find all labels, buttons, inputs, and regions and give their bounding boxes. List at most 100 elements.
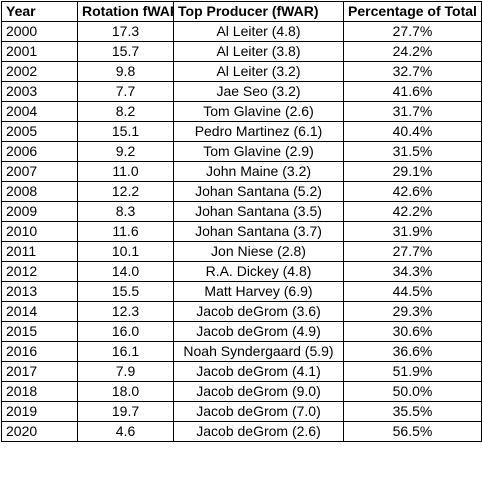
table-row: 2007 11.0 John Maine (3.2) 29.1% xyxy=(1,161,482,182)
year-cell: 2013 xyxy=(1,281,78,302)
percentage-cell: 27.7% xyxy=(343,241,482,262)
rotation-fwar-cell: 17.3 xyxy=(77,21,174,42)
year-cell: 2006 xyxy=(1,141,78,162)
top-producer-cell: Jacob deGrom (2.6) xyxy=(173,421,344,442)
percentage-cell: 31.5% xyxy=(343,141,482,162)
table-row: 2017 7.9 Jacob deGrom (4.1) 51.9% xyxy=(1,361,482,382)
table-row: 2010 11.6 Johan Santana (3.7) 31.9% xyxy=(1,221,482,242)
percentage-cell: 29.3% xyxy=(343,301,482,322)
percentage-cell: 34.3% xyxy=(343,261,482,282)
table-row: 2005 15.1 Pedro Martinez (6.1) 40.4% xyxy=(1,121,482,142)
year-cell: 2014 xyxy=(1,301,78,322)
table-row: 2020 4.6 Jacob deGrom (2.6) 56.5% xyxy=(1,421,482,442)
year-cell: 2009 xyxy=(1,201,78,222)
year-cell: 2017 xyxy=(1,361,78,382)
table-row: 2012 14.0 R.A. Dickey (4.8) 34.3% xyxy=(1,261,482,282)
top-producer-cell: Tom Glavine (2.9) xyxy=(173,141,344,162)
table-row: 2006 9.2 Tom Glavine (2.9) 31.5% xyxy=(1,141,482,162)
table-row: 2014 12.3 Jacob deGrom (3.6) 29.3% xyxy=(1,301,482,322)
rotation-fwar-cell: 15.1 xyxy=(77,121,174,142)
percentage-cell: 31.7% xyxy=(343,101,482,122)
top-producer-cell: R.A. Dickey (4.8) xyxy=(173,261,344,282)
rotation-fwar-cell: 4.6 xyxy=(77,421,174,442)
header-top-producer: Top Producer (fWAR) xyxy=(173,1,344,22)
percentage-cell: 56.5% xyxy=(343,421,482,442)
top-producer-cell: Pedro Martinez (6.1) xyxy=(173,121,344,142)
table-row: 2011 10.1 Jon Niese (2.8) 27.7% xyxy=(1,241,482,262)
year-cell: 2002 xyxy=(1,61,78,82)
year-cell: 2007 xyxy=(1,161,78,182)
percentage-cell: 51.9% xyxy=(343,361,482,382)
rotation-fwar-cell: 16.0 xyxy=(77,321,174,342)
top-producer-cell: Tom Glavine (2.6) xyxy=(173,101,344,122)
percentage-cell: 44.5% xyxy=(343,281,482,302)
rotation-fwar-cell: 16.1 xyxy=(77,341,174,362)
percentage-cell: 41.6% xyxy=(343,81,482,102)
top-producer-cell: Noah Syndergaard (5.9) xyxy=(173,341,344,362)
header-percentage-of-total: Percentage of Total xyxy=(343,1,482,22)
top-producer-cell: Johan Santana (5.2) xyxy=(173,181,344,202)
header-year: Year xyxy=(1,1,78,22)
header-row: Year Rotation fWAR Top Producer (fWAR) P… xyxy=(1,1,482,22)
table-row: 2015 16.0 Jacob deGrom (4.9) 30.6% xyxy=(1,321,482,342)
percentage-cell: 32.7% xyxy=(343,61,482,82)
top-producer-cell: Jacob deGrom (4.9) xyxy=(173,321,344,342)
year-cell: 2010 xyxy=(1,221,78,242)
table-body: 2000 17.3 Al Leiter (4.8) 27.7% 2001 15.7 Al L… xyxy=(1,21,482,442)
rotation-fwar-cell: 7.9 xyxy=(77,361,174,382)
table-row: 2019 19.7 Jacob deGrom (7.0) 35.5% xyxy=(1,401,482,422)
year-cell: 2011 xyxy=(1,241,78,262)
top-producer-cell: Johan Santana (3.7) xyxy=(173,221,344,242)
percentage-cell: 35.5% xyxy=(343,401,482,422)
rotation-fwar-cell: 11.6 xyxy=(77,221,174,242)
year-cell: 2005 xyxy=(1,121,78,142)
rotation-fwar-cell: 11.0 xyxy=(77,161,174,182)
table-row: 2013 15.5 Matt Harvey (6.9) 44.5% xyxy=(1,281,482,302)
percentage-cell: 24.2% xyxy=(343,41,482,62)
year-cell: 2000 xyxy=(1,21,78,42)
rotation-fwar-cell: 7.7 xyxy=(77,81,174,102)
year-cell: 2018 xyxy=(1,381,78,402)
year-cell: 2003 xyxy=(1,81,78,102)
rotation-fwar-cell: 18.0 xyxy=(77,381,174,402)
year-cell: 2004 xyxy=(1,101,78,122)
rotation-fwar-table: Year Rotation fWAR Top Producer (fWAR) P… xyxy=(1,1,482,442)
percentage-cell: 50.0% xyxy=(343,381,482,402)
rotation-fwar-cell: 12.3 xyxy=(77,301,174,322)
year-cell: 2020 xyxy=(1,421,78,442)
top-producer-cell: Al Leiter (4.8) xyxy=(173,21,344,42)
table-row: 2016 16.1 Noah Syndergaard (5.9) 36.6% xyxy=(1,341,482,362)
top-producer-cell: Jacob deGrom (9.0) xyxy=(173,381,344,402)
table-row: 2000 17.3 Al Leiter (4.8) 27.7% xyxy=(1,21,482,42)
top-producer-cell: Jon Niese (2.8) xyxy=(173,241,344,262)
top-producer-cell: Jae Seo (3.2) xyxy=(173,81,344,102)
year-cell: 2015 xyxy=(1,321,78,342)
rotation-fwar-cell: 9.2 xyxy=(77,141,174,162)
top-producer-cell: Jacob deGrom (7.0) xyxy=(173,401,344,422)
rotation-fwar-cell: 12.2 xyxy=(77,181,174,202)
rotation-fwar-cell: 8.2 xyxy=(77,101,174,122)
rotation-fwar-cell: 10.1 xyxy=(77,241,174,262)
year-cell: 2016 xyxy=(1,341,78,362)
year-cell: 2008 xyxy=(1,181,78,202)
year-cell: 2012 xyxy=(1,261,78,282)
table-row: 2003 7.7 Jae Seo (3.2) 41.6% xyxy=(1,81,482,102)
rotation-fwar-cell: 15.7 xyxy=(77,41,174,62)
year-cell: 2019 xyxy=(1,401,78,422)
table-header: Year Rotation fWAR Top Producer (fWAR) P… xyxy=(1,1,482,22)
table-row: 2008 12.2 Johan Santana (5.2) 42.6% xyxy=(1,181,482,202)
header-rotation-fwar: Rotation fWAR xyxy=(77,1,174,22)
percentage-cell: 29.1% xyxy=(343,161,482,182)
percentage-cell: 27.7% xyxy=(343,21,482,42)
table-row: 2004 8.2 Tom Glavine (2.6) 31.7% xyxy=(1,101,482,122)
percentage-cell: 42.6% xyxy=(343,181,482,202)
table-row: 2002 9.8 Al Leiter (3.2) 32.7% xyxy=(1,61,482,82)
rotation-fwar-cell: 9.8 xyxy=(77,61,174,82)
percentage-cell: 36.6% xyxy=(343,341,482,362)
percentage-cell: 30.6% xyxy=(343,321,482,342)
top-producer-cell: Matt Harvey (6.9) xyxy=(173,281,344,302)
table-row: 2009 8.3 Johan Santana (3.5) 42.2% xyxy=(1,201,482,222)
percentage-cell: 31.9% xyxy=(343,221,482,242)
year-cell: 2001 xyxy=(1,41,78,62)
rotation-fwar-cell: 15.5 xyxy=(77,281,174,302)
